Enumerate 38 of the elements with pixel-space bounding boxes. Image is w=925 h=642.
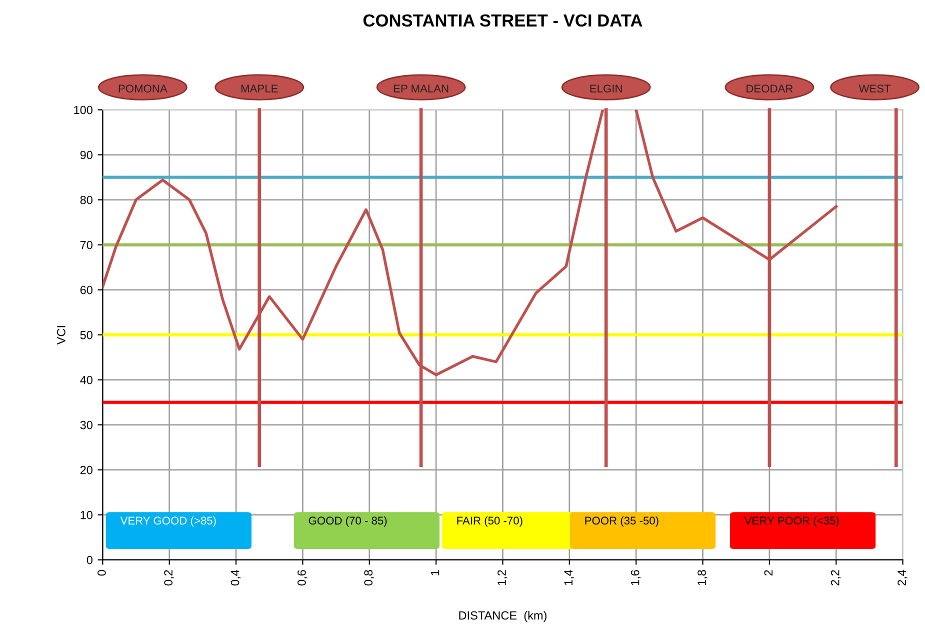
annotation: ELGIN	[590, 84, 622, 93]
x-tick-label: 0,6	[298, 570, 308, 586]
annotation: POOR (35 -50)	[585, 516, 658, 527]
annotation: MAPLE	[241, 84, 278, 92]
y-axis-title: VCI	[57, 326, 66, 345]
y-tick-label: 60	[80, 286, 92, 294]
y-tick-label: 90	[80, 150, 92, 160]
x-tick-label: 1,8	[698, 570, 708, 586]
annotation: VERY GOOD (>85)	[120, 516, 216, 527]
text: POMONA	[118, 84, 168, 93]
y-tick-label: 100	[74, 106, 92, 114]
x-tick-label: 2	[764, 570, 772, 576]
chart-title: CONSTANTIA STREET - VCI DATA	[363, 14, 642, 27]
y-tick-label: 30	[80, 420, 92, 430]
annotation: GOOD (70 - 85)	[308, 516, 387, 527]
y-tick-label: 50	[80, 330, 92, 340]
x-tick-label: 2,2	[830, 570, 841, 586]
y-tick-label: 70	[80, 240, 92, 250]
x-tick-label: 1,4	[564, 570, 574, 586]
x-tick-label: 1,2	[498, 570, 508, 586]
x-tick-label: 1,6	[630, 570, 641, 586]
y-tick-label: 10	[80, 510, 92, 520]
annotation: WEST	[858, 84, 891, 93]
annotation: FAIR (50 -70)	[457, 516, 522, 527]
y-tick-label: 40	[80, 376, 92, 384]
x-tick-label: 2,4	[898, 570, 908, 586]
annotation: DEODAR	[746, 84, 793, 93]
annotation: VERY POOR (<35)	[744, 516, 839, 527]
y-tick-label: 80	[80, 196, 92, 204]
x-tick-label: 0,8	[364, 570, 374, 586]
annotation: EP MALAN	[394, 84, 448, 92]
x-tick-label: 0	[97, 570, 106, 576]
x-tick-label: 0,4	[230, 570, 241, 586]
y-tick-label: 20	[80, 466, 92, 474]
x-axis-title: DISTANCE (km)	[459, 610, 546, 622]
x-tick-label: 0,2	[164, 570, 174, 586]
x-tick-label: 1	[430, 570, 440, 576]
y-tick-label: 0	[86, 556, 92, 564]
